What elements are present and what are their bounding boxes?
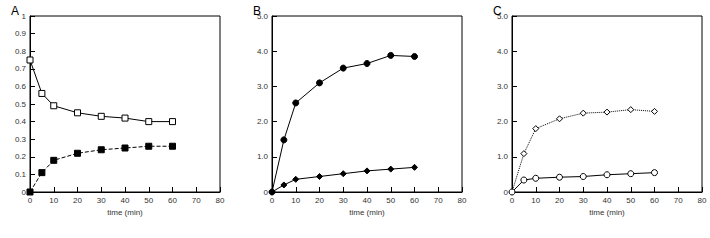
svg-text:0.6: 0.6	[15, 82, 27, 91]
svg-text:0: 0	[264, 188, 269, 197]
svg-text:time (min): time (min)	[349, 208, 385, 217]
svg-text:0.1: 0.1	[15, 170, 27, 179]
svg-text:0: 0	[28, 196, 33, 205]
svg-text:10: 10	[531, 196, 540, 205]
svg-text:0.8: 0.8	[15, 47, 27, 56]
svg-text:5.0: 5.0	[496, 11, 508, 21]
svg-text:A: A	[11, 4, 19, 18]
svg-text:80: 80	[458, 196, 467, 205]
svg-text:50: 50	[144, 196, 153, 205]
svg-text:10: 10	[49, 196, 58, 205]
svg-text:0: 0	[270, 196, 275, 205]
svg-text:0.4: 0.4	[15, 117, 27, 126]
svg-text:0.2: 0.2	[15, 152, 27, 161]
svg-text:30: 30	[97, 196, 106, 205]
svg-text:70: 70	[192, 196, 201, 205]
svg-text:50: 50	[386, 196, 395, 205]
svg-text:4.0: 4.0	[497, 47, 509, 56]
svg-text:30: 30	[339, 196, 348, 205]
svg-text:C: C	[493, 4, 502, 18]
svg-text:40: 40	[121, 196, 130, 205]
svg-text:70: 70	[674, 196, 683, 205]
svg-text:2.0: 2.0	[497, 117, 509, 126]
svg-text:0.7: 0.7	[15, 64, 27, 73]
svg-text:40: 40	[363, 196, 372, 205]
svg-text:5.0: 5.0	[256, 11, 268, 21]
svg-text:4.0: 4.0	[257, 47, 269, 56]
svg-text:20: 20	[73, 196, 82, 205]
svg-text:1.0: 1.0	[257, 152, 269, 161]
svg-text:time (min): time (min)	[589, 208, 625, 217]
svg-text:0: 0	[22, 188, 27, 197]
svg-text:0.5: 0.5	[15, 100, 27, 109]
svg-text:2.0: 2.0	[257, 117, 269, 126]
svg-text:3.0: 3.0	[497, 82, 509, 91]
svg-text:50: 50	[626, 196, 635, 205]
svg-text:0.3: 0.3	[15, 135, 27, 144]
svg-text:0: 0	[510, 196, 515, 205]
svg-text:0: 0	[504, 188, 509, 197]
svg-text:3.0: 3.0	[257, 82, 269, 91]
svg-text:time (min): time (min)	[107, 208, 143, 217]
svg-text:1: 1	[22, 12, 27, 21]
svg-text:60: 60	[410, 196, 419, 205]
svg-text:60: 60	[168, 196, 177, 205]
svg-text:80: 80	[216, 196, 225, 205]
svg-text:20: 20	[315, 196, 324, 205]
svg-text:30: 30	[579, 196, 588, 205]
svg-text:0.9: 0.9	[15, 29, 27, 38]
svg-text:10: 10	[291, 196, 300, 205]
svg-text:B: B	[253, 4, 261, 18]
svg-text:70: 70	[434, 196, 443, 205]
svg-text:20: 20	[555, 196, 564, 205]
svg-text:80: 80	[698, 196, 707, 205]
svg-text:40: 40	[603, 196, 612, 205]
svg-text:60: 60	[650, 196, 659, 205]
svg-text:1.0: 1.0	[497, 152, 509, 161]
